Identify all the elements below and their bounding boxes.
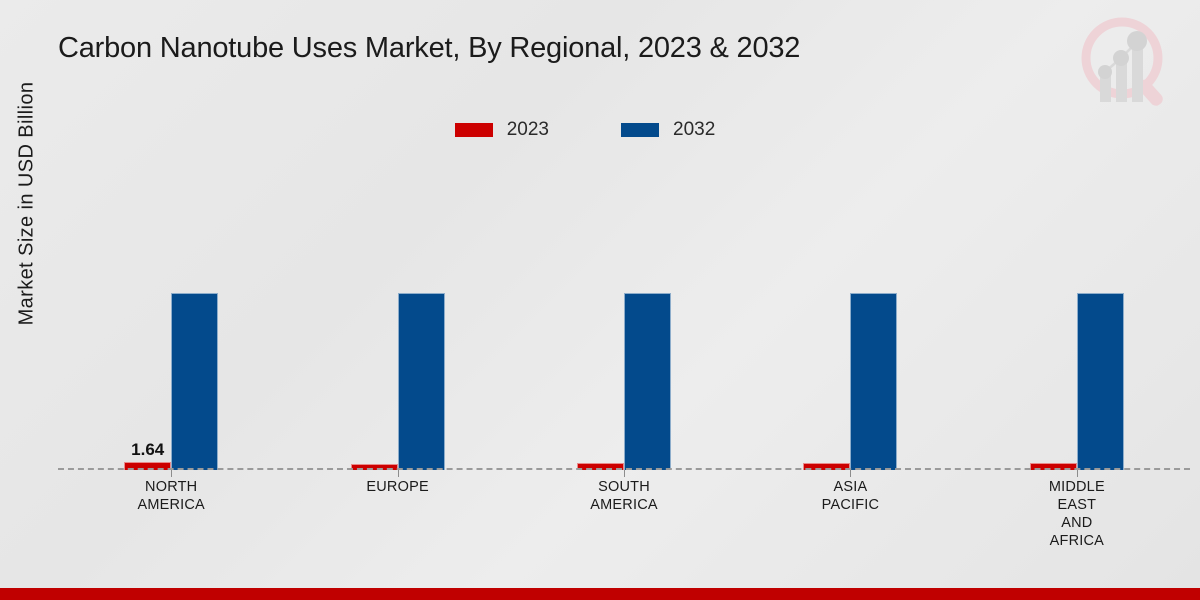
bar-2023-asia-pacific[interactable]: [803, 463, 851, 470]
chart-title: Carbon Nanotube Uses Market, By Regional…: [58, 32, 801, 64]
category-label-line: PACIFIC: [821, 497, 880, 513]
bar-2023-europe[interactable]: [350, 464, 398, 470]
category-label-line: AMERICA: [590, 497, 658, 513]
category-label-middle-east-and-africa: MIDDLE EAST AND AFRICA: [964, 478, 1190, 550]
category-label-line: AMERICA: [137, 497, 205, 513]
bar-2032-south-america[interactable]: [624, 293, 672, 470]
bar-2032-europe[interactable]: [397, 293, 445, 470]
bar-2023-south-america[interactable]: [577, 463, 625, 470]
axis-tick-asia-pacific: [850, 470, 852, 477]
category-axis-labels: NORTH AMERICA EUROPE SOUTH AMERICA ASIA …: [58, 478, 1190, 550]
bar-group-middle-east-and-africa: [964, 165, 1190, 477]
plot-area: 1.64: [58, 165, 1190, 477]
bar-2032-north-america[interactable]: [171, 293, 219, 470]
axis-tick-south-america: [624, 470, 626, 477]
category-label-south-america: SOUTH AMERICA: [511, 478, 737, 550]
category-label-europe: EUROPE: [284, 478, 510, 550]
bottom-accent-band: [0, 588, 1200, 600]
category-label-line: NORTH: [145, 479, 198, 495]
category-label-line: SOUTH: [598, 479, 650, 495]
category-label-line: EUROPE: [366, 479, 429, 495]
bar-groups: 1.64: [58, 165, 1190, 477]
y-axis-title: Market Size in USD Billion: [15, 81, 38, 326]
market-research-logo-watermark: [1074, 12, 1178, 112]
bar-2023-north-america[interactable]: 1.64: [124, 440, 172, 470]
bar-group-south-america: [511, 165, 737, 477]
category-label-line: ASIA: [833, 479, 868, 495]
bar-2032-middle-east-and-africa[interactable]: [1076, 293, 1124, 470]
axis-tick-europe: [397, 470, 399, 477]
x-axis-baseline: [58, 468, 1190, 470]
category-label-north-america: NORTH AMERICA: [58, 478, 284, 550]
chart-legend: 2023 2032: [0, 119, 1200, 141]
category-label-asia-pacific: ASIA PACIFIC: [737, 478, 963, 550]
bar-value-2023-north-america: 1.64: [131, 440, 165, 459]
legend-swatch-2032: [621, 123, 659, 137]
bar-group-north-america: 1.64: [58, 165, 284, 477]
category-label-line: MIDDLE: [1048, 479, 1105, 495]
category-label-line: EAST: [1057, 497, 1097, 513]
category-label-line: AND: [1061, 515, 1093, 531]
legend-item-2032[interactable]: 2032: [621, 119, 715, 141]
legend-label-2023: 2023: [506, 119, 549, 140]
legend-item-2023[interactable]: 2023: [454, 119, 549, 141]
bar-2023-middle-east-and-africa[interactable]: [1029, 463, 1077, 470]
legend-label-2032: 2032: [673, 119, 716, 140]
category-label-line: AFRICA: [1049, 533, 1105, 549]
bar-2032-asia-pacific[interactable]: [850, 293, 898, 470]
bar-group-asia-pacific: [737, 165, 963, 477]
bar-group-europe: [284, 165, 510, 477]
axis-tick-north-america: [171, 470, 173, 477]
legend-swatch-2023: [454, 123, 493, 137]
axis-tick-middle-east-and-africa: [1076, 470, 1078, 477]
